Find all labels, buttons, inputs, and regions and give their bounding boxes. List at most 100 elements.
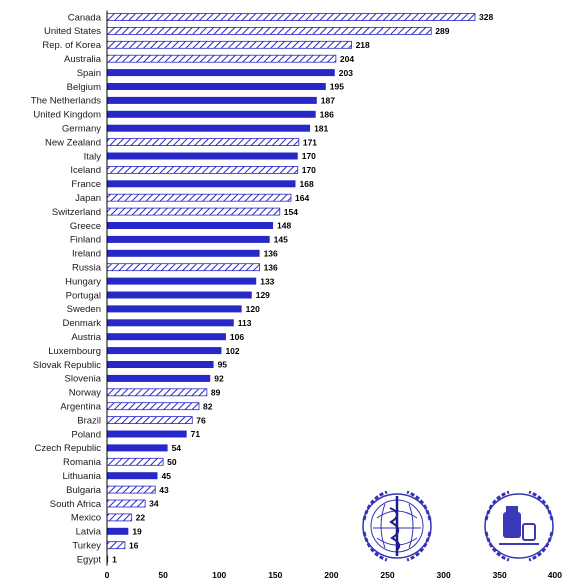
category-label: Switzerland — [52, 207, 101, 218]
bar — [107, 472, 158, 480]
category-label: Slovak Republic — [33, 360, 101, 371]
who-emblem-icon — [362, 490, 432, 562]
category-label: The Netherlands — [31, 96, 101, 107]
data-label: 34 — [149, 499, 159, 509]
bar — [107, 291, 252, 299]
bar — [107, 124, 311, 132]
pharmacy-emblem-icon — [484, 490, 554, 562]
bar — [107, 249, 260, 257]
data-label: 145 — [274, 235, 288, 245]
category-label: Spain — [77, 68, 101, 79]
data-label: 1 — [112, 554, 117, 564]
category-label: Argentina — [60, 402, 101, 413]
data-label: 71 — [191, 429, 201, 439]
category-label: Latvia — [76, 527, 102, 538]
category-label: Slovenia — [65, 374, 102, 385]
category-label: New Zealand — [45, 137, 101, 148]
bar — [107, 374, 211, 382]
data-label: 136 — [264, 249, 278, 259]
data-label: 170 — [302, 165, 316, 175]
category-label: United Kingdom — [33, 110, 101, 121]
data-label: 50 — [167, 457, 177, 467]
category-label: Bulgaria — [66, 485, 102, 496]
category-label: Australia — [64, 54, 102, 65]
bar — [107, 319, 234, 327]
data-label: 106 — [230, 332, 244, 342]
x-tick-label: 100 — [212, 570, 226, 580]
data-label: 45 — [161, 471, 171, 481]
category-label: Egypt — [77, 554, 102, 565]
category-label: Denmark — [62, 318, 101, 329]
category-label: Russia — [72, 263, 102, 274]
category-label: Italy — [84, 151, 102, 162]
data-label: 154 — [284, 207, 298, 217]
x-tick-label: 150 — [268, 570, 282, 580]
bar — [107, 69, 335, 77]
category-label: Poland — [71, 429, 101, 440]
bar — [107, 305, 242, 313]
data-label: 19 — [132, 527, 142, 537]
data-label: 129 — [256, 290, 270, 300]
category-label: Germany — [62, 124, 101, 135]
category-label: Sweden — [67, 304, 101, 315]
data-label: 133 — [260, 276, 274, 286]
category-label: Finland — [70, 235, 101, 246]
category-label: Greece — [70, 221, 101, 232]
bar — [107, 180, 296, 188]
category-label: Iceland — [70, 165, 101, 176]
data-label: 186 — [320, 110, 334, 120]
data-label: 289 — [435, 26, 449, 36]
data-label: 22 — [136, 513, 146, 523]
x-tick-label: 200 — [324, 570, 338, 580]
x-tick-label: 300 — [436, 570, 450, 580]
data-label: 95 — [218, 360, 228, 370]
data-label: 136 — [264, 262, 278, 272]
bar — [107, 222, 274, 229]
category-label: Hungary — [65, 276, 101, 287]
data-label: 43 — [159, 485, 169, 495]
bar — [107, 430, 187, 438]
category-label: Belgium — [67, 82, 101, 93]
bar — [107, 96, 317, 104]
data-label: 218 — [356, 40, 370, 50]
x-tick-label: 400 — [548, 570, 562, 580]
bar — [107, 444, 168, 452]
category-label: Japan — [75, 193, 101, 204]
data-label: 195 — [330, 82, 344, 92]
category-label: United States — [44, 26, 101, 37]
x-tick-label: 250 — [380, 570, 394, 580]
data-label: 16 — [129, 540, 139, 550]
category-label: Ireland — [72, 249, 101, 260]
category-label: Rep. of Korea — [42, 40, 101, 51]
data-label: 164 — [295, 193, 309, 203]
data-label: 181 — [314, 123, 328, 133]
category-label: Luxembourg — [48, 346, 101, 357]
bar — [107, 361, 214, 368]
data-label: 204 — [340, 54, 354, 64]
data-label: 92 — [214, 374, 224, 384]
data-label: 102 — [225, 346, 239, 356]
data-label: 328 — [479, 12, 493, 22]
category-label: South Africa — [50, 499, 102, 510]
category-label: Czech Republic — [34, 443, 101, 454]
bar — [107, 555, 109, 563]
category-label: Lithuania — [62, 471, 101, 482]
data-label: 168 — [299, 179, 313, 189]
data-label: 54 — [172, 443, 182, 453]
category-label: Romania — [63, 457, 102, 468]
data-label: 171 — [303, 137, 317, 147]
category-label: Norway — [69, 388, 101, 399]
category-label: Brazil — [77, 415, 101, 426]
x-tick-label: 350 — [493, 570, 507, 580]
x-tick-label: 50 — [158, 570, 168, 580]
category-label: Mexico — [71, 513, 101, 524]
category-label: Turkey — [72, 541, 101, 552]
bar — [107, 83, 326, 90]
data-label: 170 — [302, 151, 316, 161]
data-label: 120 — [246, 304, 260, 314]
data-label: 113 — [238, 318, 252, 328]
bar — [107, 235, 270, 243]
data-label: 203 — [339, 68, 353, 78]
